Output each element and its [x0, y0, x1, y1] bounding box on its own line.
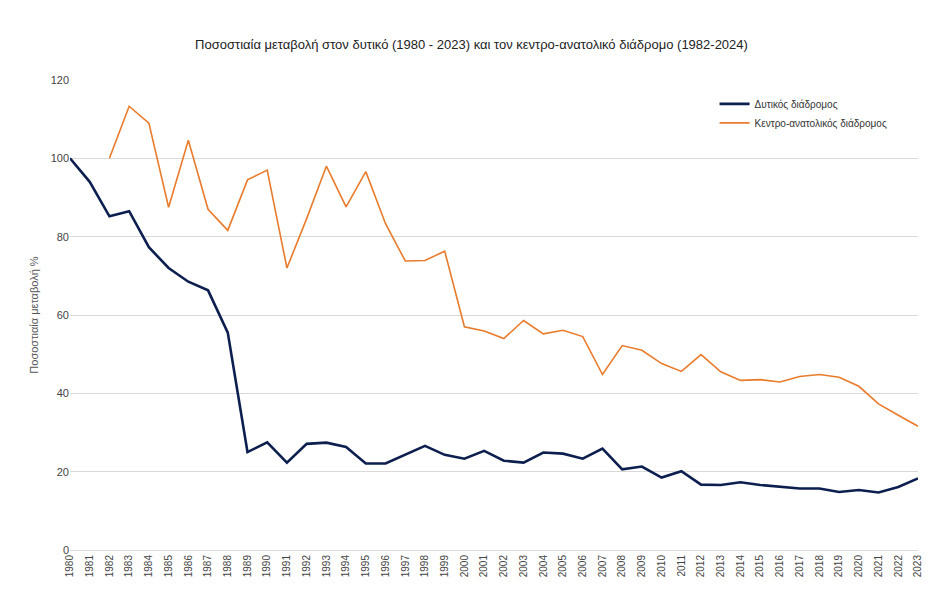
svg-text:1984: 1984	[143, 555, 154, 578]
svg-text:80: 80	[57, 231, 69, 243]
svg-text:Κεντρο-ανατολικός διάδρομος: Κεντρο-ανατολικός διάδρομος	[755, 118, 887, 129]
svg-text:2020: 2020	[853, 555, 864, 578]
svg-text:2016: 2016	[774, 555, 785, 578]
svg-text:120: 120	[51, 74, 69, 86]
svg-text:1988: 1988	[222, 555, 233, 578]
svg-text:2005: 2005	[557, 555, 568, 578]
svg-text:60: 60	[57, 309, 69, 321]
svg-text:1980: 1980	[64, 555, 75, 578]
svg-text:2014: 2014	[735, 555, 746, 578]
svg-text:2001: 2001	[478, 555, 489, 578]
svg-text:2011: 2011	[676, 555, 687, 577]
svg-text:1985: 1985	[163, 555, 174, 578]
svg-text:Ποσοστιαία μεταβολή στον δυτικ: Ποσοστιαία μεταβολή στον δυτικό (1980 - …	[195, 37, 748, 52]
svg-text:2004: 2004	[538, 555, 549, 578]
svg-text:0: 0	[63, 544, 69, 556]
svg-text:2008: 2008	[616, 555, 627, 578]
svg-text:40: 40	[57, 387, 69, 399]
svg-text:1999: 1999	[439, 555, 450, 578]
svg-text:1994: 1994	[340, 555, 351, 578]
svg-text:2007: 2007	[597, 555, 608, 578]
svg-text:1983: 1983	[123, 555, 134, 578]
svg-text:2015: 2015	[754, 555, 765, 578]
svg-text:2006: 2006	[577, 555, 588, 578]
svg-text:1990: 1990	[261, 555, 272, 578]
svg-text:1987: 1987	[202, 555, 213, 578]
svg-text:2010: 2010	[656, 555, 667, 578]
svg-text:20: 20	[57, 466, 69, 478]
svg-text:2017: 2017	[794, 555, 805, 578]
svg-text:2002: 2002	[498, 555, 509, 578]
svg-text:2009: 2009	[636, 555, 647, 578]
svg-text:1992: 1992	[301, 555, 312, 578]
svg-text:1997: 1997	[400, 555, 411, 578]
svg-text:Ποσοστιαία μεταβολή %: Ποσοστιαία μεταβολή %	[28, 256, 40, 373]
svg-text:2000: 2000	[459, 555, 470, 578]
svg-text:1986: 1986	[183, 555, 194, 578]
svg-text:2003: 2003	[518, 555, 529, 578]
svg-text:2022: 2022	[893, 555, 904, 578]
svg-text:2023: 2023	[912, 555, 923, 578]
svg-text:1989: 1989	[242, 555, 253, 578]
svg-text:2012: 2012	[695, 555, 706, 578]
svg-text:2021: 2021	[873, 555, 884, 578]
svg-text:1991: 1991	[281, 555, 292, 578]
svg-text:1995: 1995	[360, 555, 371, 578]
svg-text:100: 100	[51, 152, 69, 164]
svg-text:2018: 2018	[814, 555, 825, 578]
svg-text:1998: 1998	[419, 555, 430, 578]
svg-text:1996: 1996	[380, 555, 391, 578]
svg-text:1981: 1981	[84, 555, 95, 578]
svg-text:Δυτικός διάδρομος: Δυτικός διάδρομος	[755, 99, 838, 110]
svg-text:2013: 2013	[715, 555, 726, 578]
svg-text:1993: 1993	[321, 555, 332, 578]
svg-text:1982: 1982	[104, 555, 115, 578]
svg-text:2019: 2019	[833, 555, 844, 578]
